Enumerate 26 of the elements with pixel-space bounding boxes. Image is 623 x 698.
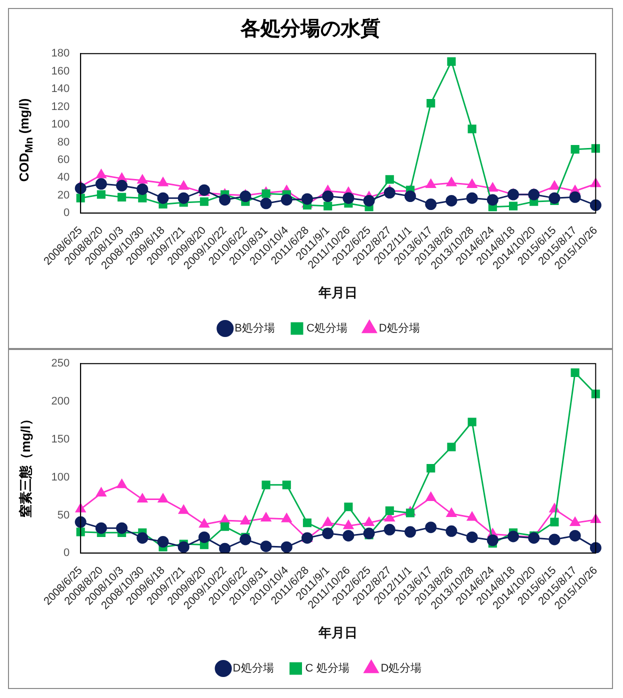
y-tick-label: 200	[51, 396, 70, 408]
y-tick-label: 180	[51, 48, 70, 60]
y-tick-label: 120	[51, 100, 70, 113]
legend-label: C 処分場	[305, 662, 350, 675]
y-tick-label: 150	[51, 433, 70, 446]
legend-label: D処分場	[380, 662, 422, 675]
y-axis-title: 窒素三態（mg/l）	[17, 412, 34, 518]
y-tick-label: 0	[63, 547, 70, 560]
y-tick-label: 60	[57, 154, 70, 166]
y-tick-label: 140	[51, 83, 70, 96]
y-tick-label: 100	[51, 118, 70, 131]
legend-label: D処分場	[378, 322, 420, 335]
chart-title: 各処分場の水質	[239, 16, 382, 42]
x-axis-title: 年月日	[318, 624, 358, 640]
y-tick-label: 250	[51, 358, 70, 370]
y-tick-label: 40	[57, 172, 70, 184]
y-tick-label: 100	[51, 471, 70, 484]
legend-label: B処分場	[234, 322, 275, 335]
x-axis-title: 年月日	[318, 284, 358, 300]
y-tick-label: 80	[57, 136, 70, 148]
y-tick-label: 50	[57, 509, 70, 522]
legend-label: C処分場	[306, 322, 348, 335]
legend-label: D処分場	[232, 662, 274, 675]
y-tick-label: 20	[57, 189, 70, 202]
y-tick-label: 160	[51, 65, 70, 78]
y-tick-label: 0	[63, 207, 70, 220]
